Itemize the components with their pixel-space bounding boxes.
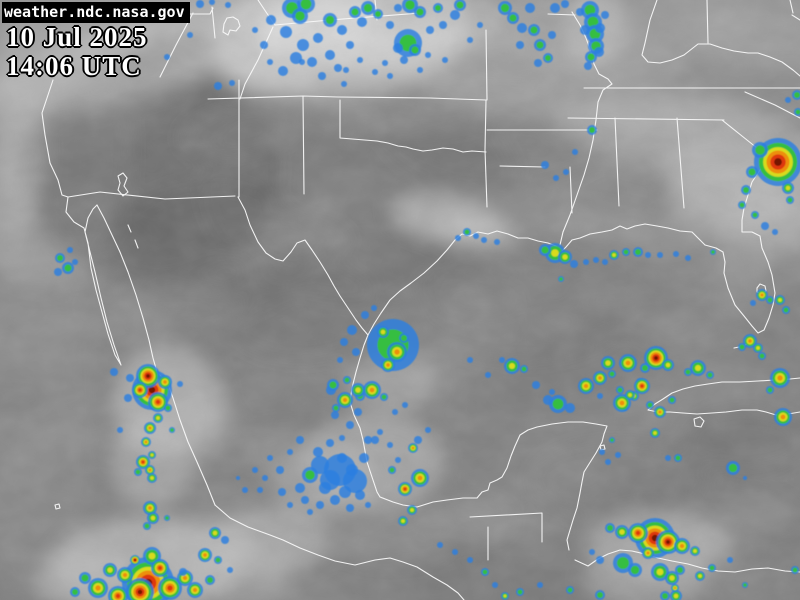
coastline-mexico-south <box>214 504 465 600</box>
coastline-california-baja <box>41 79 122 366</box>
boundary-salton-sea <box>117 172 129 197</box>
coastline-yucatan <box>476 421 608 551</box>
source-label: weather.ndc.nasa.gov <box>2 2 190 23</box>
coastline-texas <box>367 239 456 336</box>
boundary-rio-grande <box>237 196 369 336</box>
date-label: 10 Jul 2025 <box>6 22 148 52</box>
coastline-gulf-north <box>454 223 706 253</box>
boundary-midwest-states <box>641 0 800 77</box>
coastline-mexico-west <box>96 204 216 506</box>
coastline-honduras <box>574 549 800 573</box>
boundary-guatemala-belize <box>469 512 543 561</box>
time-label: 14:06 UTC <box>6 51 142 81</box>
boundary-southeast-states <box>567 87 800 209</box>
gulf-of-california-islands <box>54 224 139 510</box>
boundary-us-mexico-border <box>67 191 236 200</box>
convection-cells <box>54 0 800 600</box>
boundary-four-corners-grid <box>207 79 487 198</box>
coastline-mexico-east <box>349 334 478 508</box>
boundary-yellowstone <box>222 16 241 36</box>
boundary-kansas-missouri <box>484 13 598 214</box>
boundary-red-river <box>376 140 487 153</box>
